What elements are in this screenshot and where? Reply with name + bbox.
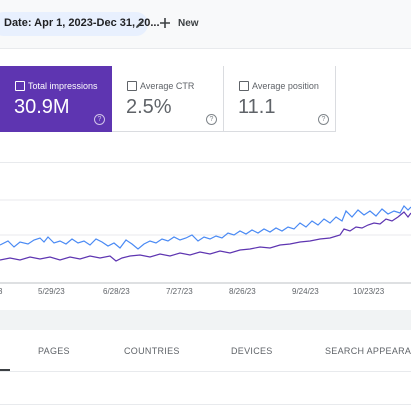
tab[interactable]: COUNTRIES	[124, 346, 180, 356]
edit-icon[interactable]	[134, 18, 146, 30]
metric-label: Average CTR	[140, 81, 195, 91]
x-axis-label: 3	[0, 287, 3, 296]
date-filter[interactable]: Date: Apr 1, 2023-Dec 31, 20...	[0, 12, 160, 36]
tab-indicator	[0, 369, 10, 371]
metric-card[interactable]: Total impressions 30.9M ?	[0, 66, 112, 132]
x-axis-label: 8/26/23	[229, 287, 256, 296]
metric-card[interactable]: Average position 11.1 ?	[224, 66, 336, 132]
help-icon[interactable]: ?	[94, 114, 105, 125]
metric-label: Total impressions	[28, 81, 98, 91]
checkbox	[239, 81, 249, 91]
tab[interactable]: PAGES	[38, 346, 70, 356]
metric-card[interactable]: Average CTR 2.5% ?	[112, 66, 224, 132]
x-axis-label: 6/28/23	[103, 287, 130, 296]
help-icon[interactable]: ?	[206, 114, 217, 125]
impressions-line	[0, 211, 411, 262]
section-gap	[0, 310, 411, 330]
date-filter-text: Date: Apr 1, 2023-Dec 31, 20...	[4, 17, 160, 29]
divider	[0, 371, 411, 372]
metric-value: 2.5%	[126, 96, 172, 118]
x-axis-label: 10/23/23	[353, 287, 385, 296]
performance-chart	[0, 199, 411, 284]
add-icon[interactable]	[159, 17, 171, 29]
x-axis-label: 9/24/23	[292, 287, 319, 296]
new-filter[interactable]: New	[178, 18, 199, 29]
metric-label: Average position	[252, 81, 319, 91]
tab[interactable]: SEARCH APPEARANCE	[325, 346, 411, 356]
checkbox	[127, 81, 137, 91]
divider	[0, 404, 411, 405]
metric-value: 30.9M	[14, 96, 70, 118]
clicks-line	[0, 205, 411, 250]
x-axis-label: 7/27/23	[166, 287, 193, 296]
x-axis-label: 5/29/23	[38, 287, 65, 296]
help-icon[interactable]: ?	[318, 114, 329, 125]
tab[interactable]: DEVICES	[231, 346, 273, 356]
checkbox	[15, 81, 25, 91]
metric-value: 11.1	[238, 96, 276, 118]
divider	[0, 162, 411, 163]
